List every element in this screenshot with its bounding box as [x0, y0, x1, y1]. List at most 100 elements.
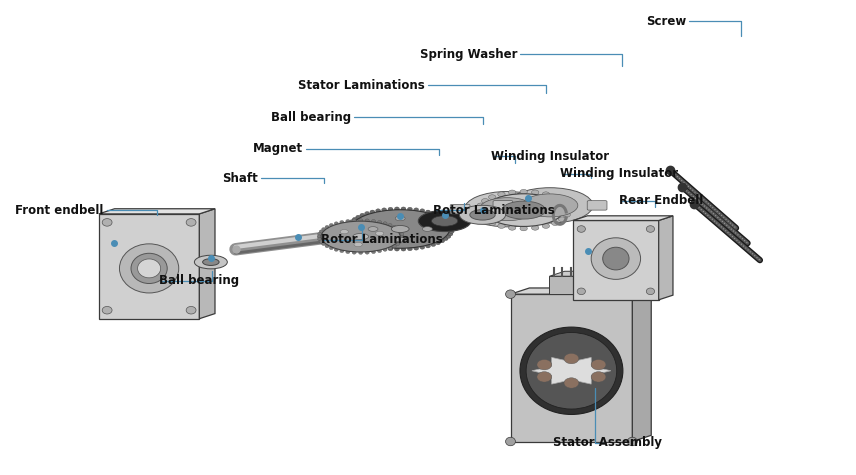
Ellipse shape: [508, 190, 516, 195]
Ellipse shape: [372, 250, 376, 254]
Ellipse shape: [465, 191, 550, 227]
Ellipse shape: [186, 306, 196, 314]
Polygon shape: [596, 271, 611, 294]
Ellipse shape: [551, 195, 559, 200]
Text: Winding Insulator: Winding Insulator: [490, 150, 609, 163]
Ellipse shape: [317, 235, 321, 238]
Ellipse shape: [481, 199, 489, 203]
Ellipse shape: [340, 229, 348, 234]
Ellipse shape: [436, 241, 441, 245]
Ellipse shape: [431, 211, 436, 215]
Ellipse shape: [346, 250, 350, 254]
Ellipse shape: [319, 240, 324, 243]
Ellipse shape: [392, 245, 396, 248]
Ellipse shape: [537, 371, 552, 382]
Ellipse shape: [489, 195, 496, 200]
Ellipse shape: [352, 251, 356, 254]
Ellipse shape: [319, 230, 324, 233]
Ellipse shape: [436, 213, 441, 217]
Ellipse shape: [484, 194, 563, 227]
Polygon shape: [658, 216, 673, 300]
Ellipse shape: [591, 360, 606, 370]
Ellipse shape: [186, 218, 196, 226]
Ellipse shape: [340, 249, 344, 253]
Ellipse shape: [360, 241, 365, 245]
Ellipse shape: [377, 220, 382, 224]
Ellipse shape: [120, 244, 179, 293]
Ellipse shape: [395, 207, 400, 211]
Ellipse shape: [479, 198, 535, 221]
FancyBboxPatch shape: [544, 204, 564, 214]
Text: Stator Assembly: Stator Assembly: [553, 437, 663, 449]
Ellipse shape: [431, 216, 458, 226]
Ellipse shape: [138, 259, 161, 278]
Text: Winding Insulator: Winding Insulator: [560, 167, 678, 180]
Ellipse shape: [376, 246, 381, 249]
Polygon shape: [510, 294, 633, 441]
Ellipse shape: [419, 209, 425, 213]
Ellipse shape: [353, 218, 357, 221]
Ellipse shape: [508, 188, 593, 223]
Ellipse shape: [542, 192, 550, 197]
Ellipse shape: [477, 212, 484, 217]
Ellipse shape: [322, 228, 326, 231]
Text: Screw: Screw: [646, 15, 687, 28]
Ellipse shape: [322, 242, 326, 246]
Ellipse shape: [449, 227, 455, 231]
Ellipse shape: [370, 210, 375, 214]
Ellipse shape: [388, 223, 392, 227]
Ellipse shape: [563, 203, 570, 208]
Ellipse shape: [102, 306, 112, 314]
Text: Ball bearing: Ball bearing: [270, 111, 351, 124]
Ellipse shape: [425, 210, 431, 214]
Ellipse shape: [203, 259, 219, 266]
Ellipse shape: [388, 247, 393, 251]
Ellipse shape: [419, 246, 425, 249]
Ellipse shape: [502, 201, 545, 219]
Ellipse shape: [419, 210, 471, 231]
Ellipse shape: [334, 222, 338, 225]
Polygon shape: [199, 209, 215, 319]
Ellipse shape: [448, 222, 453, 226]
Ellipse shape: [360, 213, 365, 217]
Ellipse shape: [359, 218, 363, 222]
Ellipse shape: [330, 247, 333, 250]
Ellipse shape: [366, 219, 369, 222]
Ellipse shape: [508, 226, 516, 230]
Ellipse shape: [646, 288, 655, 294]
Ellipse shape: [532, 226, 539, 230]
Ellipse shape: [477, 203, 484, 208]
Ellipse shape: [398, 230, 402, 233]
Ellipse shape: [407, 247, 413, 251]
Ellipse shape: [353, 234, 369, 240]
Ellipse shape: [506, 290, 515, 298]
Ellipse shape: [526, 332, 616, 409]
Ellipse shape: [481, 217, 489, 222]
Ellipse shape: [356, 215, 360, 219]
Ellipse shape: [392, 226, 396, 228]
Ellipse shape: [388, 247, 392, 250]
Ellipse shape: [318, 232, 322, 236]
Ellipse shape: [558, 217, 566, 222]
Ellipse shape: [520, 190, 527, 194]
Text: Magnet: Magnet: [253, 142, 303, 155]
Ellipse shape: [376, 231, 383, 236]
FancyBboxPatch shape: [587, 200, 607, 210]
Ellipse shape: [340, 220, 344, 224]
Ellipse shape: [563, 212, 570, 217]
Polygon shape: [510, 288, 651, 294]
Ellipse shape: [532, 190, 539, 195]
Ellipse shape: [558, 199, 566, 203]
Polygon shape: [633, 288, 651, 441]
Ellipse shape: [318, 238, 322, 241]
Ellipse shape: [446, 235, 451, 238]
Ellipse shape: [377, 249, 382, 253]
Ellipse shape: [564, 353, 579, 364]
Ellipse shape: [470, 209, 495, 220]
Ellipse shape: [365, 211, 370, 215]
Ellipse shape: [346, 227, 351, 231]
Ellipse shape: [564, 378, 579, 388]
Ellipse shape: [383, 248, 387, 251]
Ellipse shape: [353, 237, 357, 241]
Ellipse shape: [365, 243, 370, 247]
